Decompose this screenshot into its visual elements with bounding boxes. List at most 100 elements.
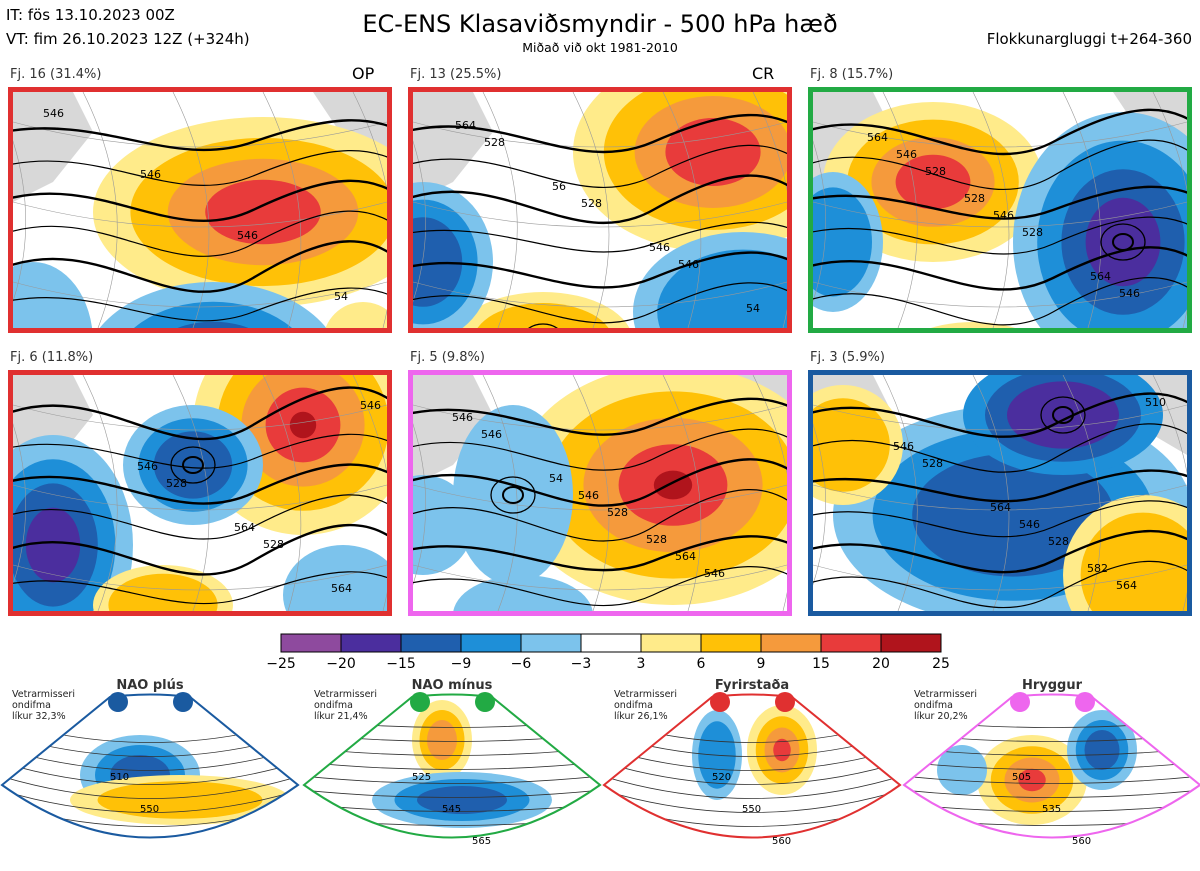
graticule-line [813,121,1187,148]
contour-label: 565 [472,836,491,847]
height-contour [528,323,558,328]
regime-marker-dot [173,692,193,712]
contour-label: 510 [1145,396,1166,409]
regime-marker-dot [475,692,495,712]
regime-fan-outline [602,693,902,839]
height-contour [813,185,1187,220]
contour-label: 550 [140,804,159,815]
graticule-line [413,404,787,431]
regime-marker-dot [1010,692,1030,712]
anomaly-shade [1080,512,1187,611]
height-contour [413,397,787,436]
regime-note-line: Vetrarmisseri [614,689,677,700]
panel-label: Fj. 8 (15.7%) [810,67,894,82]
regime-marker-dot [108,692,128,712]
height-contour [13,179,387,223]
anomaly-map: 528 528 546 546 546 564 564 528 [813,92,1187,328]
height-contour [170,446,216,484]
graticule-line [1152,92,1187,328]
anomaly-shade [417,786,507,814]
anomaly-shade [97,781,263,819]
graticule-line [813,201,1187,228]
contour-label: 564 [1116,579,1137,592]
graticule-line [413,281,787,308]
cluster-map-panel: 528 528 546 564 56 546 54 [408,87,792,333]
height-contour [13,571,387,605]
height-contour [904,761,1200,770]
colorbar-tick-label: 6 [696,656,706,672]
anomaly-map: 528 546 546 546 564 546 54 528 [413,375,787,611]
colorbar-swatch [580,633,642,653]
anomaly-shade [477,303,609,328]
height-contour [2,761,298,785]
height-contour [1100,223,1146,261]
cluster-map-panel: 528 546 546 546 564 546 54 528 [408,370,792,616]
contour-label: 528 [1022,226,1043,239]
init-time: IT: fös 13.10.2023 00Z [6,6,175,24]
contour-label: 546 [993,209,1014,222]
regime-marker-dot [1075,692,1095,712]
panel-label: Fj. 3 (5.9%) [810,350,885,365]
graticule-line [882,92,918,328]
graticule-line [13,201,387,228]
contour-label: 564 [990,501,1011,514]
regime-fan-outline [302,693,602,839]
regime-note: Vetrarmisseri ondifma líkur 21,4% [314,689,377,722]
graticule-line [752,375,787,611]
anomaly-map: 528 528 546 564 56 546 54 [413,92,787,328]
colorbar-swatch [700,633,762,653]
height-contour [413,535,787,572]
contour-label: 528 [263,538,284,551]
land-mass [413,92,493,202]
anomaly-shade [427,720,457,760]
regime-note-line: ondifma [314,700,353,711]
regime-note-line: líkur 26,1% [614,711,668,722]
height-contour [2,775,298,799]
height-contour [604,761,900,785]
anomaly-shade [657,249,787,328]
graticule-line [1152,375,1187,611]
height-contour [490,476,536,514]
contour-label: 54 [334,290,348,303]
anomaly-shade [25,507,81,583]
regime-note-line: líkur 20,2% [914,711,968,722]
graticule-line [752,92,787,328]
anomaly-shade [1085,197,1161,287]
height-contour [904,775,1200,784]
graticule-line [262,375,302,611]
cluster-map-panel: 546 546 546 54 [8,87,392,333]
graticule-line [413,564,787,591]
height-contour [13,150,387,186]
contour-label: 528 [646,533,667,546]
contour-label: 505 [1012,772,1031,783]
graticule-line [172,92,210,328]
height-contour [904,719,1200,728]
colorbar-swatch [340,633,402,653]
anomaly-shade [134,301,292,328]
height-contour [813,392,1187,438]
contour-label: 535 [1042,804,1061,815]
height-contour [813,216,1187,255]
regime-name: Fyrirstaða [714,678,790,693]
regime-note-line: ondifma [914,700,953,711]
colorbar-swatch [280,633,342,653]
contour-label: 56 [552,180,566,193]
colorbar [280,633,942,653]
contour-label: 546 [140,168,161,181]
graticule-line [813,281,1187,308]
anomaly-map: 546 546 546 54 [13,92,387,328]
contour-label: 560 [1072,836,1091,847]
contour-label: 528 [964,192,985,205]
contour-label: 546 [1119,287,1140,300]
colorbar-tick-label: 25 [932,656,950,672]
graticule-line [972,375,1010,611]
regime-map: 510 550 [0,692,300,839]
anomaly-shade [453,405,573,585]
height-contour [604,747,900,771]
contour-label: 546 [578,489,599,502]
height-contour [304,775,600,784]
regime-marker-dot [775,692,795,712]
regime-note-line: Vetrarmisseri [314,689,377,700]
height-contour [604,775,900,799]
regime-name: Hryggur [1021,678,1083,693]
